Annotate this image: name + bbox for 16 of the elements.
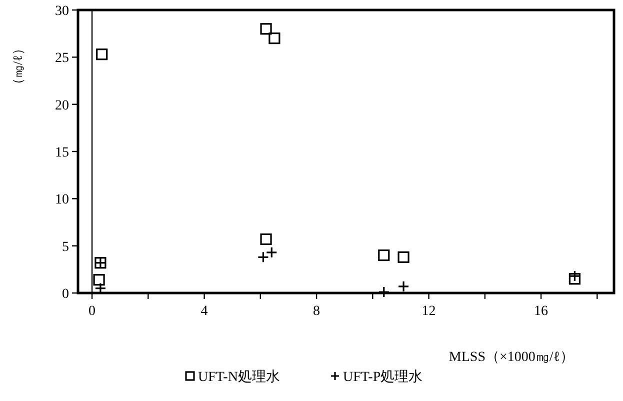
legend-label: UFT-N処理水 <box>198 369 280 385</box>
x-tick-label: 8 <box>313 304 320 319</box>
y-tick-label: 25 <box>55 51 69 66</box>
y-axis-title: （㎎/ℓ） <box>10 42 25 92</box>
x-tick-label: 16 <box>534 304 548 319</box>
y-tick-label: 0 <box>62 287 69 302</box>
y-tick-label: 10 <box>55 192 69 208</box>
y-tick-label: 15 <box>55 146 69 160</box>
legend-label: UFT-P処理水 <box>343 369 423 385</box>
y-tick-label: 5 <box>62 240 69 255</box>
x-tick-label: 4 <box>200 304 208 319</box>
x-tick-label: 0 <box>88 304 96 319</box>
x-axis-title: MLSS（×1000㎎/ℓ） <box>448 350 574 365</box>
x-tick-label: 12 <box>422 304 436 319</box>
y-tick-label: 20 <box>55 98 69 114</box>
y-tick-label: 30 <box>55 4 69 19</box>
